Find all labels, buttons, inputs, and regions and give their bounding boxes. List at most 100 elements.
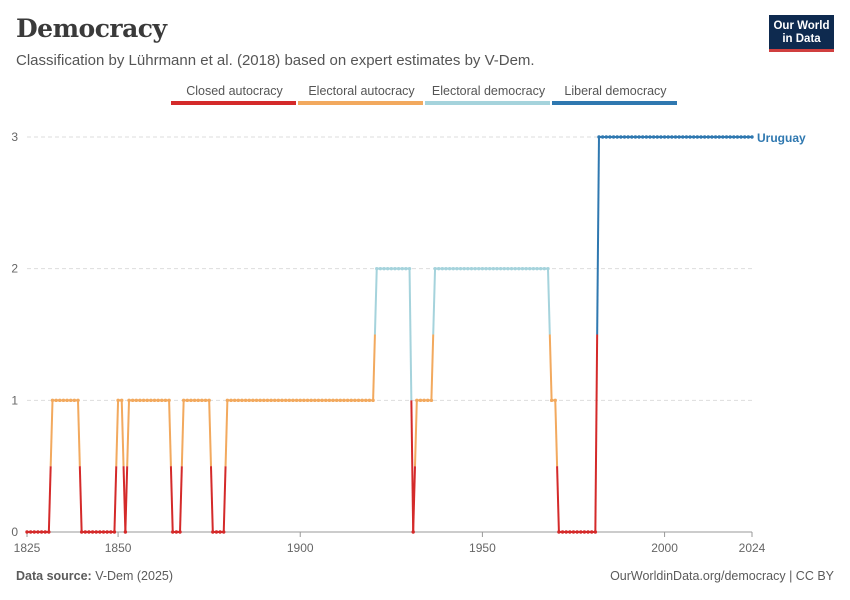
point-1960	[517, 266, 521, 271]
point-1908	[327, 398, 332, 403]
point-1828	[36, 530, 40, 534]
point-1949	[477, 266, 481, 271]
point-1925	[389, 266, 394, 271]
point-2007	[688, 135, 692, 139]
transition-a-0-8	[222, 466, 227, 533]
point-1831	[47, 530, 51, 534]
point-1965	[535, 266, 539, 271]
point-1987	[615, 135, 619, 139]
transition-b-0-1	[78, 466, 83, 533]
point-1982	[597, 135, 601, 139]
chart-title: Democracy	[16, 14, 167, 43]
data-source-label: Data source:	[16, 569, 92, 583]
transition-a-0-0	[47, 466, 52, 533]
point-1923	[382, 266, 386, 271]
transition-a-0-12	[430, 334, 435, 401]
point-1951	[484, 266, 488, 271]
point-2013	[710, 135, 714, 139]
point-1847	[105, 530, 109, 534]
point-1848	[109, 530, 113, 534]
point-1995	[644, 135, 649, 139]
point-1852	[123, 530, 128, 534]
x-tick-2024: 2024	[739, 541, 766, 555]
transition-b-0-5	[169, 466, 174, 533]
point-1975	[571, 530, 576, 534]
point-1839	[76, 398, 80, 403]
point-1871	[192, 398, 197, 403]
point-1915	[353, 398, 357, 403]
point-1946	[466, 266, 470, 271]
point-1850	[116, 398, 120, 403]
point-1980	[589, 530, 594, 534]
point-1858	[145, 398, 149, 403]
point-1955	[498, 266, 503, 271]
transition-a-0-4	[124, 466, 129, 533]
point-1854	[130, 398, 135, 403]
point-1930	[407, 266, 412, 271]
data-source: Data source: V-Dem (2025)	[16, 569, 173, 583]
transition-a-0-3	[120, 400, 125, 467]
point-2021	[739, 135, 743, 139]
point-2010	[699, 135, 703, 139]
point-1938	[436, 266, 441, 271]
point-1855	[134, 398, 138, 403]
point-1851	[120, 398, 124, 403]
point-1895	[280, 398, 284, 403]
point-1996	[648, 135, 652, 139]
point-1964	[531, 266, 536, 271]
point-1900	[298, 398, 302, 403]
point-1931	[411, 530, 415, 534]
point-1936	[429, 398, 434, 403]
y-tick-0: 0	[11, 525, 18, 539]
point-1897	[287, 398, 292, 403]
point-2004	[677, 135, 681, 139]
point-1899	[294, 398, 299, 403]
point-1896	[283, 398, 288, 403]
point-2005	[681, 135, 685, 139]
point-1869	[185, 398, 190, 403]
point-1830	[43, 530, 47, 534]
point-2018	[728, 135, 732, 139]
point-1874	[203, 398, 208, 403]
point-1947	[469, 266, 474, 271]
point-1992	[633, 135, 638, 139]
legend-swatch-0	[171, 101, 296, 105]
point-2022	[743, 135, 747, 139]
transition-a-0-5	[168, 400, 172, 467]
point-1825	[25, 530, 29, 534]
point-1988	[619, 135, 623, 139]
point-1948	[473, 266, 477, 271]
x-tick-1825: 1825	[14, 541, 41, 555]
point-1943	[455, 266, 459, 271]
x-tick-1850: 1850	[105, 541, 132, 555]
point-1912	[342, 398, 346, 403]
point-1909	[331, 398, 335, 403]
point-1891	[265, 398, 270, 403]
point-1844	[94, 530, 98, 534]
point-2015	[717, 135, 721, 139]
point-1906	[320, 398, 324, 403]
legend-label-1: Electoral autocracy	[308, 84, 415, 98]
owid-logo[interactable]: Our World in Data	[769, 15, 834, 52]
source-url-link[interactable]: OurWorldinData.org/democracy | CC BY	[610, 569, 834, 583]
transition-a-0-10	[408, 268, 413, 401]
point-1922	[378, 266, 383, 271]
point-1889	[258, 398, 262, 403]
point-1884	[240, 398, 244, 403]
point-1888	[254, 398, 259, 403]
point-1867	[178, 530, 182, 534]
point-1859	[149, 398, 153, 403]
transition-a-0-2	[113, 466, 118, 533]
point-1829	[39, 530, 44, 534]
point-1866	[174, 530, 179, 534]
transition-b-0-14	[556, 466, 560, 533]
point-1920	[371, 398, 375, 403]
point-1913	[345, 398, 350, 403]
point-2024	[750, 135, 754, 139]
point-1999	[659, 135, 663, 139]
point-1902	[305, 398, 310, 403]
point-2023	[746, 135, 751, 139]
point-1882	[232, 398, 237, 403]
point-1914	[349, 398, 353, 403]
